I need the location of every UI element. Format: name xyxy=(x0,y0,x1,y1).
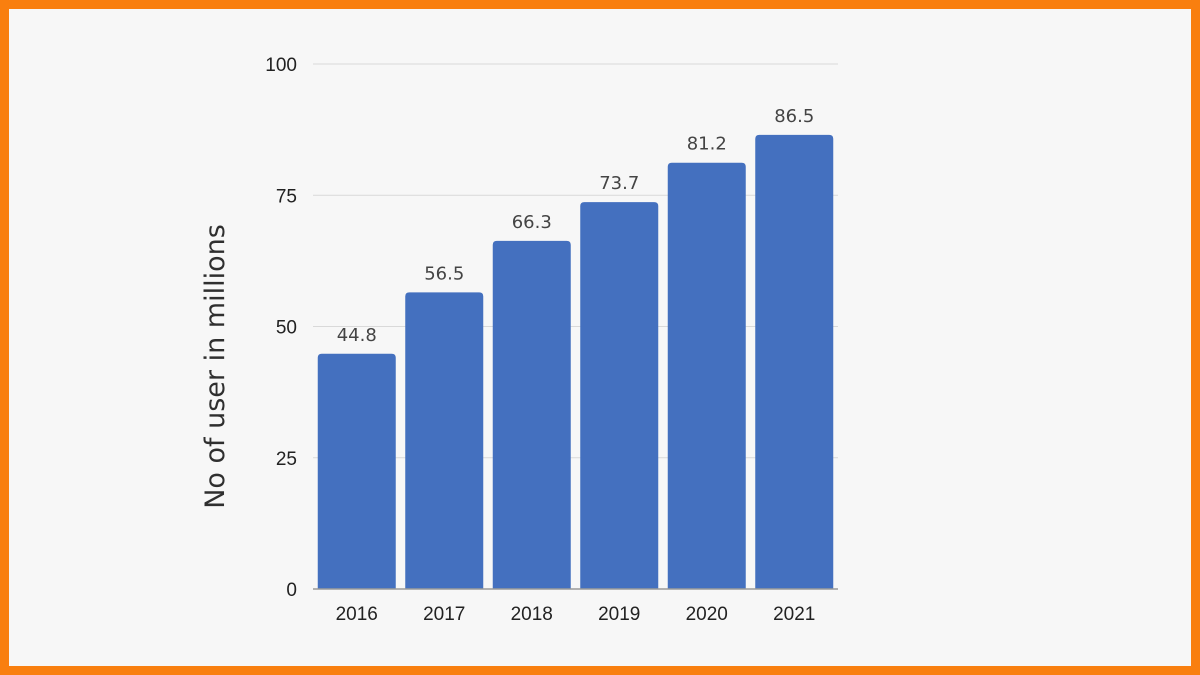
y-tick-label: 0 xyxy=(286,580,297,601)
x-tick-label: 2016 xyxy=(336,604,378,625)
x-tick-label: 2020 xyxy=(686,604,728,625)
x-tick-label: 2018 xyxy=(511,604,553,625)
y-tick-label: 25 xyxy=(276,449,297,470)
y-tick-label: 75 xyxy=(276,186,297,207)
bar xyxy=(755,134,834,589)
y-axis-title: No of user in millions xyxy=(200,224,231,509)
bar xyxy=(667,162,746,589)
bar-value-label: 86.5 xyxy=(774,106,814,127)
x-tick-label: 2021 xyxy=(773,604,815,625)
bar-value-label: 56.5 xyxy=(424,263,464,284)
bar xyxy=(580,202,659,589)
bar-value-label: 73.7 xyxy=(599,173,639,194)
y-axis-ticks: 0 25 50 75 100 xyxy=(265,55,297,601)
bar-value-label: 66.3 xyxy=(512,212,552,233)
gridlines xyxy=(313,63,838,459)
bar xyxy=(317,353,396,589)
bar-value-label: 44.8 xyxy=(337,325,377,346)
bar-value-label: 81.2 xyxy=(687,134,727,155)
y-tick-label: 100 xyxy=(265,55,297,76)
bars xyxy=(317,134,834,590)
x-tick-label: 2019 xyxy=(598,604,640,625)
data-labels: 44.8 56.5 66.3 73.7 81.2 86.5 xyxy=(337,106,815,346)
y-tick-label: 50 xyxy=(276,318,297,339)
x-axis-ticks: 2016 2017 2018 2019 2020 2021 xyxy=(336,604,816,625)
x-tick-label: 2017 xyxy=(423,604,465,625)
bar xyxy=(405,292,484,589)
bar xyxy=(492,240,571,590)
